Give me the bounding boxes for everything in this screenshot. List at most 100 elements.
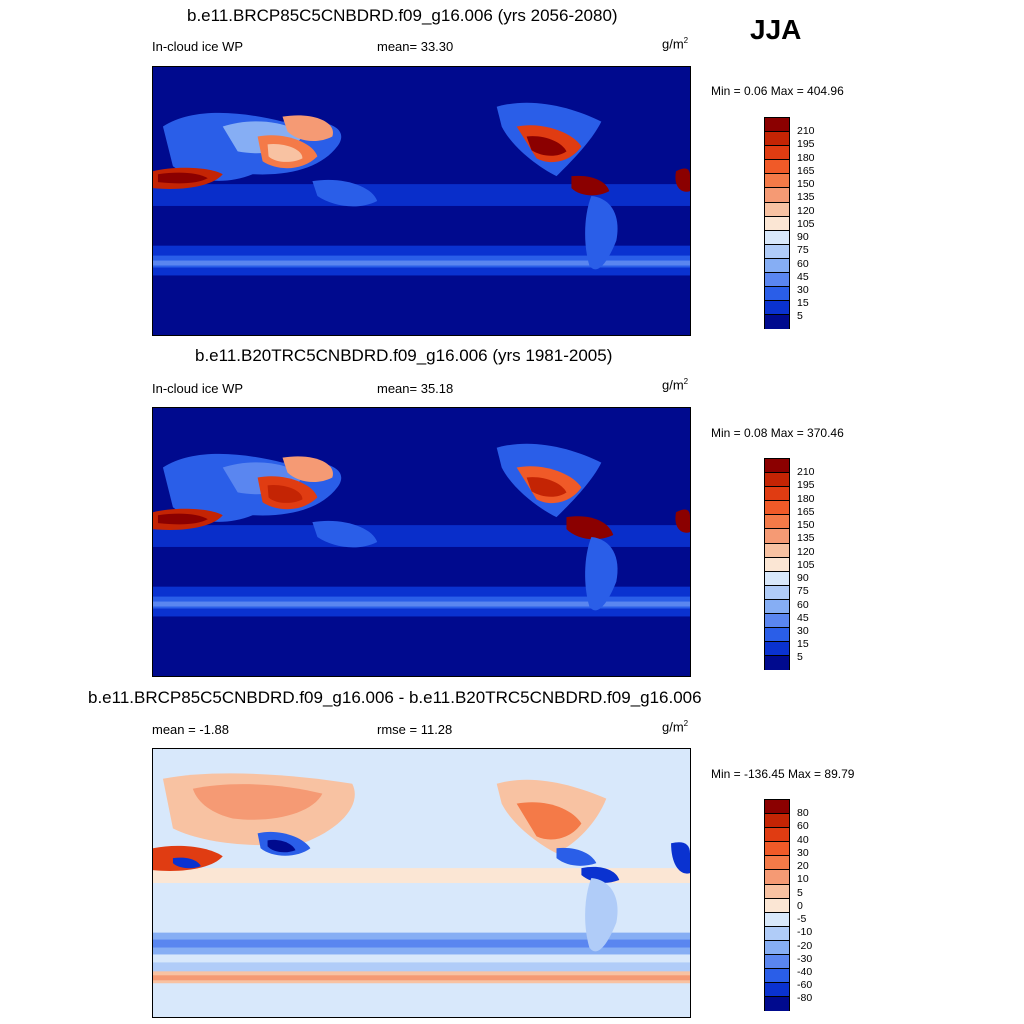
colorbar-label: 60 xyxy=(797,820,809,832)
panel-1-colorbar xyxy=(764,117,790,330)
colorbar-swatch xyxy=(765,216,789,231)
colorbar-swatch xyxy=(765,969,789,984)
colorbar-swatch xyxy=(765,884,789,899)
colorbar-swatch xyxy=(765,230,789,245)
colorbar-label: 15 xyxy=(797,297,809,309)
panel-3-minmax: Min = -136.45 Max = 89.79 xyxy=(711,767,855,781)
colorbar-label: 120 xyxy=(797,205,815,217)
panel-1-title: b.e11.BRCP85C5CNBDRD.f09_g16.006 (yrs 20… xyxy=(187,6,618,25)
colorbar-swatch xyxy=(765,856,789,871)
colorbar-label: 210 xyxy=(797,125,815,137)
season-label: JJA xyxy=(750,14,802,45)
colorbar-label: 135 xyxy=(797,532,815,544)
colorbar-swatch xyxy=(765,898,789,913)
colorbar-swatch xyxy=(765,160,789,175)
panel-3-title: b.e11.BRCP85C5CNBDRD.f09_g16.006 - b.e11… xyxy=(88,688,702,707)
colorbar-label: 90 xyxy=(797,572,809,584)
colorbar-label: 165 xyxy=(797,165,815,177)
panel-3-rmse-label: rmse = 11.28 xyxy=(377,722,453,737)
colorbar-swatch xyxy=(765,146,789,161)
colorbar-swatch xyxy=(765,132,789,147)
colorbar-label: 5 xyxy=(797,651,803,663)
colorbar-label: -30 xyxy=(797,953,813,965)
colorbar-label: 20 xyxy=(797,860,809,872)
colorbar-swatch xyxy=(765,529,789,544)
colorbar-swatch xyxy=(765,557,789,572)
colorbar-swatch xyxy=(765,814,789,829)
colorbar-label: 45 xyxy=(797,271,809,283)
panel-1-map-field xyxy=(153,67,690,335)
panel-2-minmax: Min = 0.08 Max = 370.46 xyxy=(711,426,844,440)
colorbar-swatch xyxy=(765,628,789,643)
colorbar-label: 75 xyxy=(797,244,809,256)
colorbar-label: 60 xyxy=(797,258,809,270)
colorbar-label: 195 xyxy=(797,138,815,150)
colorbar-label: 40 xyxy=(797,834,809,846)
colorbar-swatch xyxy=(765,940,789,956)
panel-3-map-field xyxy=(153,749,690,1017)
colorbar-label: 195 xyxy=(797,479,815,491)
colorbar-label: 135 xyxy=(797,191,815,203)
colorbar-swatch xyxy=(765,118,789,133)
colorbar-swatch xyxy=(765,983,789,998)
colorbar-swatch xyxy=(765,287,789,302)
colorbar-label: 75 xyxy=(797,585,809,597)
colorbar-label: 180 xyxy=(797,152,815,164)
colorbar-swatch xyxy=(765,487,789,502)
panel-2-mean-label: mean= 35.18 xyxy=(377,381,454,396)
colorbar-label: 80 xyxy=(797,807,809,819)
panel-1-map xyxy=(152,66,691,336)
colorbar-swatch xyxy=(765,828,789,843)
colorbar-label: 45 xyxy=(797,612,809,624)
colorbar-swatch xyxy=(765,997,789,1012)
colorbar-label: 150 xyxy=(797,519,815,531)
colorbar-swatch xyxy=(765,473,789,488)
panel-3-mean-label: mean = -1.88 xyxy=(152,722,229,737)
colorbar-label: -10 xyxy=(797,926,813,938)
panel-2-title: b.e11.B20TRC5CNBDRD.f09_g16.006 (yrs 198… xyxy=(195,346,613,365)
colorbar-label: 180 xyxy=(797,493,815,505)
colorbar-label: 30 xyxy=(797,847,809,859)
colorbar-label: 120 xyxy=(797,546,815,558)
panel-1-units: g/m2 xyxy=(662,36,689,52)
colorbar-label: 105 xyxy=(797,559,815,571)
colorbar-label: 15 xyxy=(797,638,809,650)
panel-1-minmax: Min = 0.06 Max = 404.96 xyxy=(711,84,844,98)
colorbar-swatch xyxy=(765,842,789,857)
colorbar-label: 210 xyxy=(797,466,815,478)
colorbar-label: -20 xyxy=(797,940,813,952)
colorbar-label: 150 xyxy=(797,178,815,190)
colorbar-swatch xyxy=(765,273,789,288)
colorbar-swatch xyxy=(765,870,789,885)
colorbar-swatch xyxy=(765,585,789,600)
colorbar-swatch xyxy=(765,571,789,586)
colorbar-swatch xyxy=(765,599,789,615)
colorbar-label: -5 xyxy=(797,913,807,925)
colorbar-label: 0 xyxy=(797,900,803,912)
colorbar-swatch xyxy=(765,244,789,259)
colorbar-swatch xyxy=(765,258,789,274)
colorbar-swatch xyxy=(765,202,789,217)
panel-3-colorbar xyxy=(764,799,790,1012)
colorbar-swatch xyxy=(765,174,789,189)
colorbar-swatch xyxy=(765,656,789,671)
panel-1-mean-label: mean= 33.30 xyxy=(377,39,454,54)
colorbar-swatch xyxy=(765,642,789,657)
colorbar-swatch xyxy=(765,315,789,330)
panel-1-variable-label: In-cloud ice WP xyxy=(152,39,244,54)
colorbar-swatch xyxy=(765,301,789,316)
colorbar-label: 60 xyxy=(797,599,809,611)
panel-3-map xyxy=(152,748,691,1018)
colorbar-label: 5 xyxy=(797,310,803,322)
colorbar-swatch xyxy=(765,515,789,530)
colorbar-label: 90 xyxy=(797,231,809,243)
colorbar-swatch xyxy=(765,800,789,815)
panel-2-colorbar xyxy=(764,458,790,671)
panel-2-variable-label: In-cloud ice WP xyxy=(152,381,244,396)
panel-3-units: g/m2 xyxy=(662,719,689,735)
colorbar-label: 165 xyxy=(797,506,815,518)
colorbar-label: 5 xyxy=(797,887,803,899)
colorbar-swatch xyxy=(765,955,789,970)
colorbar-swatch xyxy=(765,188,789,203)
colorbar-swatch xyxy=(765,912,789,927)
